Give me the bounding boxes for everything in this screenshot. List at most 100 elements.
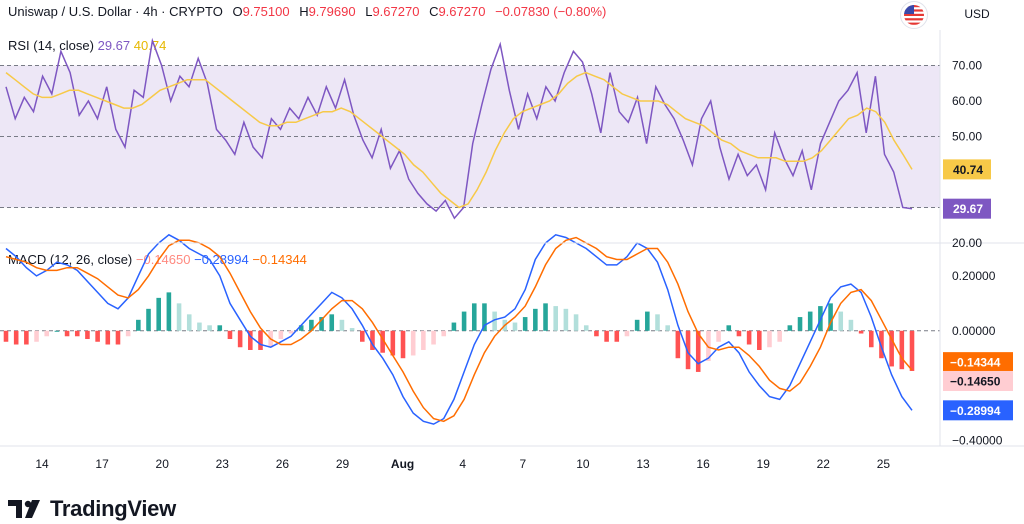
x-tick-label: 7 [519,457,526,471]
macd-histogram-bar [746,330,752,345]
macd-histogram-bar [410,330,416,356]
x-tick-label: 19 [757,457,771,471]
macd-panel[interactable] [0,233,940,425]
tradingview-wordmark: TradingView [50,496,176,521]
macd-histogram-bar [390,330,396,356]
macd-histogram-bar [471,303,477,331]
macd-histogram-bar [380,330,385,353]
macd-histogram-bar [685,330,691,370]
macd-histogram-bar [695,330,701,372]
macd-histogram-bar [543,303,548,331]
x-tick-label: 23 [216,457,230,471]
signal-line [5,236,913,423]
macd-histogram-bar [64,330,70,337]
macd-histogram-bar [563,308,569,331]
macd-histogram-bar [329,314,335,331]
rsi-line [5,37,913,220]
macd-histogram-bar [258,330,263,350]
macd-histogram-bar [645,311,650,331]
currency-button[interactable]: USD [942,2,1012,24]
macd-histogram-bar [624,330,630,337]
symbol-title[interactable]: Uniswap / U.S. Dollar · 4h · CRYPTO [8,4,223,19]
x-tick-label: Aug [391,457,414,471]
macd-histogram-bar [349,328,355,331]
macd-histogram-bar [156,297,161,331]
macd-histogram-bar [522,317,528,331]
macd-legend-name: MACD (12, 26, close) [8,252,133,267]
macd-histogram-bar [166,292,172,331]
macd-histogram-bar [400,330,406,359]
macd-histogram-bar [54,330,60,332]
x-tick-label: 29 [336,457,350,471]
macd-y-tick-label: 0.00000 [952,324,996,338]
rsi-legend[interactable]: RSI (14, close) 29.67 40.74 [8,38,166,53]
tradingview-logo-icon [8,500,40,518]
macd-histogram-bar [858,330,864,334]
low-value: 9.67270 [372,4,420,19]
rsi-y-tick-label: 20.00 [952,236,982,250]
x-tick-label: 25 [877,457,891,471]
macd-histogram-bar [757,330,762,350]
macd-histogram-bar [451,322,457,331]
macd-histogram-bar [767,330,772,348]
macd-histogram-bar [85,330,90,340]
macd-histogram-bar [634,319,640,331]
macd-histogram-bar [207,325,212,331]
macd-histogram-bar [899,330,905,370]
macd-y-tick-label: 0.20000 [952,269,996,283]
macd-histogram-bar [868,330,874,348]
macd-histogram-bar [482,303,487,331]
macd-last-label: −0.28994 [950,404,1001,418]
macd-histogram-bar [176,303,182,331]
macd-histogram-bar [706,330,711,361]
macd-line [5,233,913,425]
macd-histogram-bar [421,330,426,350]
symbol-header: Uniswap / U.S. Dollar · 4h · CRYPTO O9.7… [8,4,606,22]
macd-signal-legend-value: −0.14344 [252,252,307,267]
macd-histogram-bar [105,330,111,345]
rsi-ma-last-label: 40.74 [953,163,983,177]
indicator-chart[interactable]: 70.0060.0050.0020.0040.7429.670.200000.0… [0,0,1024,492]
macd-histogram-bar [24,330,29,345]
high-label: H [299,4,309,19]
high-value: 9.79690 [308,4,356,19]
macd-histogram-bar [553,306,558,331]
rsi-y-tick-label: 70.00 [952,59,982,73]
macd-histogram-bar [227,330,233,340]
macd-histogram-bar [665,325,670,331]
axes: 70.0060.0050.0020.0040.7429.670.200000.0… [0,30,1024,471]
rsi-y-tick-label: 60.00 [952,94,982,108]
x-tick-label: 14 [35,457,49,471]
macd-histogram-bar [583,325,589,331]
macd-histogram-bar [431,330,436,345]
tradingview-logo[interactable]: TradingView [8,496,176,522]
macd-histogram-bar [237,330,243,348]
open-value: 9.75100 [242,4,290,19]
macd-histogram-bar [298,325,304,331]
macd-histogram-bar [492,311,497,331]
macd-histogram-bar [309,319,314,331]
macd-histogram-bar [604,330,609,342]
low-label: L [365,4,373,19]
rsi-last-label: 29.67 [953,202,983,216]
us-flag-icon[interactable] [900,1,928,29]
macd-histogram-bar [146,308,151,331]
x-tick-label: 10 [576,457,590,471]
rsi-last-label-bg [943,198,991,219]
macd-histogram-bar [461,311,467,331]
macd-histogram-bar [288,330,294,334]
change-value: −0.07830 (−0.80%) [495,4,607,19]
rsi-panel[interactable] [0,37,940,220]
macd-histogram-bar [614,330,620,342]
macd-histogram-bar [248,330,253,350]
macd-histogram-bar [828,303,833,331]
macd-histogram-bar [217,325,223,331]
macd-histogram-bar [13,330,19,345]
macd-histogram-bar [512,322,518,331]
macd-histogram-bar [360,330,365,342]
macd-histogram-bar [34,330,39,342]
macd-histogram-bar [797,317,803,331]
close-label: C [429,4,439,19]
macd-legend[interactable]: MACD (12, 26, close) −0.14650 −0.28994 −… [8,252,307,267]
macd-histogram-bar [74,330,80,337]
